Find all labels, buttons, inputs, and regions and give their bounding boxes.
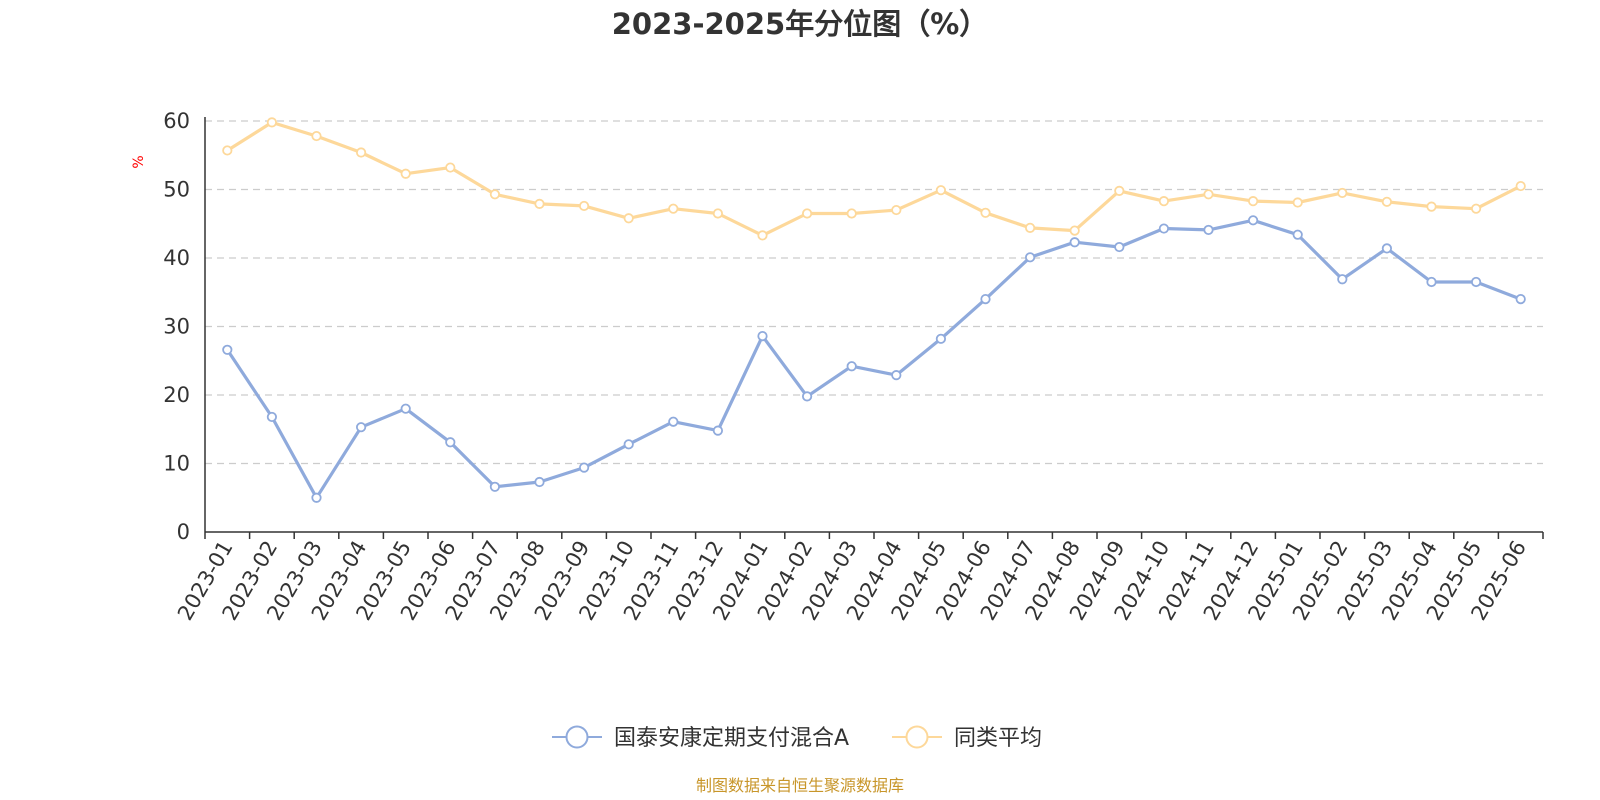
data-point[interactable] bbox=[489, 189, 500, 200]
data-point[interactable] bbox=[311, 130, 322, 142]
data-source-note: 制图数据来自恒生聚源数据库 bbox=[696, 776, 904, 795]
data-point[interactable] bbox=[1292, 197, 1303, 208]
data-point[interactable] bbox=[400, 403, 411, 414]
data-point[interactable] bbox=[1203, 189, 1214, 200]
data-point[interactable] bbox=[980, 293, 991, 305]
y-axis-unit-label: % bbox=[131, 155, 147, 168]
legend[interactable]: 国泰安康定期支付混合A 同类平均 bbox=[552, 725, 1042, 751]
y-tick-label: 0 bbox=[177, 520, 190, 544]
legend-item-2[interactable]: 同类平均 bbox=[892, 725, 1042, 751]
data-point[interactable] bbox=[1471, 276, 1482, 288]
legend-marker-icon bbox=[565, 725, 589, 749]
data-point[interactable] bbox=[1158, 223, 1170, 234]
data-point[interactable] bbox=[1158, 196, 1170, 207]
data-point[interactable] bbox=[445, 437, 456, 448]
data-point[interactable] bbox=[668, 203, 679, 214]
data-point[interactable] bbox=[266, 411, 277, 423]
series-line bbox=[225, 120, 1523, 237]
data-point[interactable] bbox=[1381, 196, 1393, 207]
y-tick-label: 20 bbox=[163, 383, 190, 407]
data-point[interactable] bbox=[222, 145, 233, 156]
data-point[interactable] bbox=[935, 333, 947, 344]
y-tick-label: 30 bbox=[163, 315, 190, 339]
data-point[interactable] bbox=[578, 462, 590, 473]
data-point[interactable] bbox=[712, 208, 724, 219]
data-point[interactable] bbox=[355, 147, 367, 158]
data-point[interactable] bbox=[1203, 224, 1214, 236]
legend-item-1[interactable]: 国泰安康定期支付混合A bbox=[552, 725, 849, 751]
data-point[interactable] bbox=[891, 204, 902, 216]
data-point[interactable] bbox=[623, 439, 634, 450]
data-point[interactable] bbox=[801, 391, 813, 402]
data-point[interactable] bbox=[1426, 276, 1437, 288]
data-point[interactable] bbox=[1471, 203, 1482, 214]
series-line bbox=[225, 218, 1523, 500]
data-point[interactable] bbox=[1515, 180, 1526, 192]
data-point[interactable] bbox=[1248, 196, 1259, 207]
data-point[interactable] bbox=[668, 416, 679, 427]
data-point[interactable] bbox=[489, 481, 500, 492]
legend-label: 同类平均 bbox=[954, 726, 1042, 751]
data-point[interactable] bbox=[757, 230, 768, 241]
data-point[interactable] bbox=[980, 207, 991, 218]
data-point[interactable] bbox=[1025, 222, 1036, 233]
data-point[interactable] bbox=[846, 208, 857, 219]
y-tick-label: 10 bbox=[163, 452, 190, 476]
data-point[interactable] bbox=[1114, 241, 1125, 253]
data-point[interactable] bbox=[935, 185, 947, 196]
data-point[interactable] bbox=[1426, 201, 1437, 212]
data-point[interactable] bbox=[1248, 215, 1259, 226]
data-point[interactable] bbox=[445, 162, 456, 173]
data-point[interactable] bbox=[801, 208, 813, 219]
data-point[interactable] bbox=[757, 330, 768, 342]
data-point[interactable] bbox=[311, 492, 322, 503]
series-2 bbox=[222, 117, 1526, 241]
y-tick-label: 40 bbox=[163, 246, 190, 270]
legend-marker-icon bbox=[905, 725, 929, 749]
data-point[interactable] bbox=[400, 168, 411, 179]
chart-title: 2023-2025年分位图（%） bbox=[612, 7, 989, 41]
data-point[interactable] bbox=[712, 425, 724, 436]
data-point[interactable] bbox=[891, 370, 902, 381]
data-point[interactable] bbox=[266, 117, 277, 128]
data-point[interactable] bbox=[1337, 274, 1348, 285]
series-lines bbox=[222, 117, 1526, 503]
data-point[interactable] bbox=[534, 476, 545, 488]
grid-lines bbox=[205, 120, 1543, 465]
series-1 bbox=[222, 215, 1526, 503]
data-point[interactable] bbox=[578, 200, 590, 212]
data-point[interactable] bbox=[1069, 225, 1080, 236]
data-point[interactable] bbox=[534, 198, 545, 209]
data-point[interactable] bbox=[1292, 229, 1303, 240]
data-point[interactable] bbox=[1069, 237, 1080, 248]
data-point[interactable] bbox=[1114, 185, 1125, 196]
data-point[interactable] bbox=[1025, 252, 1036, 263]
legend-label: 国泰安康定期支付混合A bbox=[614, 726, 849, 751]
data-point[interactable] bbox=[1515, 293, 1526, 305]
data-point[interactable] bbox=[623, 213, 634, 224]
data-point[interactable] bbox=[1381, 243, 1393, 254]
data-point[interactable] bbox=[1337, 187, 1348, 199]
data-point[interactable] bbox=[222, 344, 233, 355]
data-point[interactable] bbox=[355, 422, 367, 433]
y-tick-label: 50 bbox=[163, 178, 190, 202]
y-tick-label: 60 bbox=[163, 109, 190, 133]
data-point[interactable] bbox=[846, 361, 857, 372]
